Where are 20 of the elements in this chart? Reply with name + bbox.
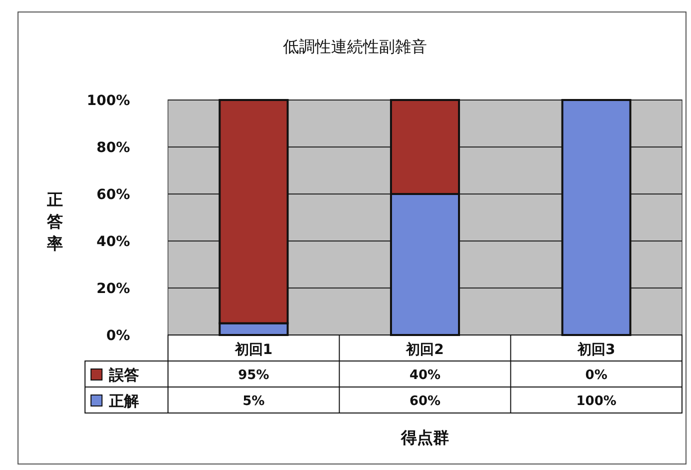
chart-title: 低調性連続性副雑音 [283, 37, 427, 56]
y-axis-title: 正答率 [46, 190, 63, 253]
y-tick-label: 60% [96, 187, 130, 203]
legend-label: 正解 [108, 392, 139, 410]
data-label: 0% [585, 368, 608, 383]
x-axis-title: 得点群 [400, 428, 449, 447]
data-label: 5% [242, 394, 265, 409]
x-tick-label: 初回3 [576, 341, 616, 358]
x-tick-label: 初回1 [234, 341, 273, 358]
data-label: 95% [238, 368, 270, 383]
data-label: 60% [409, 394, 441, 409]
x-tick-label: 初回2 [405, 341, 444, 358]
y-tick-label: 20% [96, 281, 130, 297]
data-label: 40% [409, 368, 441, 383]
y-tick-label: 40% [96, 234, 130, 250]
y-tick-label: 80% [96, 140, 130, 156]
y-tick-label: 0% [106, 328, 130, 344]
y-tick-label: 100% [86, 93, 130, 109]
legend-label: 誤答 [108, 366, 139, 384]
data-label: 100% [576, 394, 616, 409]
